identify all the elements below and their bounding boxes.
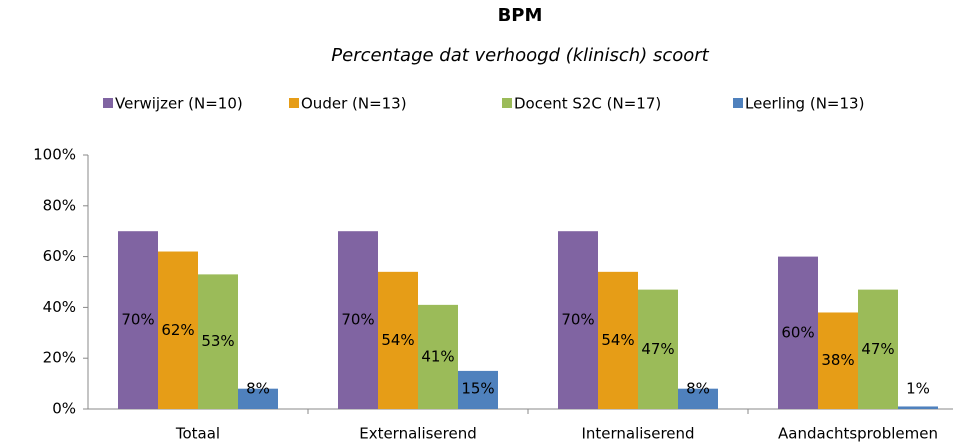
bar <box>238 388 278 409</box>
y-tick-label: 20% <box>43 349 76 367</box>
data-label: 70% <box>341 311 374 329</box>
legend-swatch <box>103 98 113 108</box>
data-label: 41% <box>421 347 454 365</box>
bar <box>858 289 898 409</box>
y-tick-label: 40% <box>43 298 76 316</box>
data-label: 38% <box>821 351 854 369</box>
y-tick-label: 100% <box>33 146 76 164</box>
x-tick-label: Aandachtsproblemen <box>778 425 938 443</box>
data-label: 47% <box>641 340 674 358</box>
chart-subtitle: Percentage dat verhoogd (klinisch) scoor… <box>331 45 709 66</box>
data-label: 54% <box>601 331 634 349</box>
x-tick-label: Externaliserend <box>359 425 477 443</box>
data-label: 15% <box>461 380 494 398</box>
bar <box>678 388 718 409</box>
x-tick-label: Internaliserend <box>581 425 694 443</box>
data-label: 60% <box>781 323 814 341</box>
bar <box>418 304 458 409</box>
y-tick-label: 0% <box>52 400 76 418</box>
data-label: 62% <box>161 321 194 339</box>
data-label: 47% <box>861 340 894 358</box>
bar <box>898 406 938 409</box>
y-tick-label: 60% <box>43 247 76 265</box>
legend-label: Ouder (N=13) <box>301 95 407 113</box>
legend-swatch <box>733 98 743 108</box>
legend-label: Docent S2C (N=17) <box>514 95 661 113</box>
bar <box>338 231 378 409</box>
bar <box>598 271 638 409</box>
data-label: 54% <box>381 331 414 349</box>
bar <box>198 274 238 409</box>
chart-title: BPM <box>498 5 543 26</box>
data-label: 70% <box>561 311 594 329</box>
y-tick-label: 80% <box>43 196 76 214</box>
legend-label: Verwijzer (N=10) <box>115 95 243 113</box>
bar <box>118 231 158 409</box>
bar <box>558 231 598 409</box>
x-tick-label: Totaal <box>175 425 220 443</box>
bar <box>458 370 498 409</box>
data-label: 8% <box>686 380 710 398</box>
data-label: 53% <box>201 332 234 350</box>
legend-swatch <box>502 98 512 108</box>
data-label: 70% <box>121 311 154 329</box>
legend-swatch <box>289 98 299 108</box>
bar <box>778 256 818 409</box>
data-label: 8% <box>246 380 270 398</box>
bar <box>818 312 858 409</box>
bar <box>638 289 678 409</box>
bar <box>378 271 418 409</box>
legend-label: Leerling (N=13) <box>745 95 864 113</box>
data-label: 1% <box>906 380 930 398</box>
bar <box>158 251 198 409</box>
